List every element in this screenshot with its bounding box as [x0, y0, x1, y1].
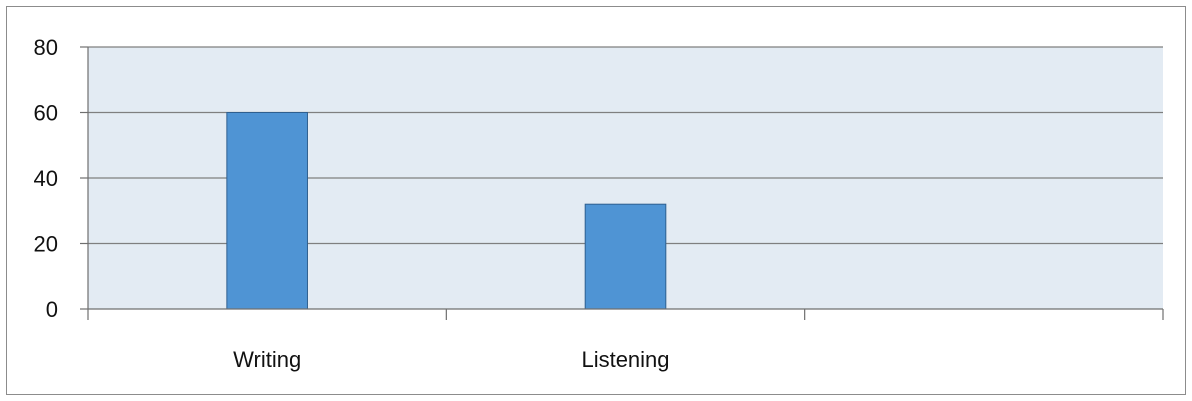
x-tick-label-1: Listening	[581, 347, 669, 372]
y-tick-label-3: 60	[34, 101, 58, 126]
x-tick-label-0: Writing	[233, 347, 301, 372]
y-tick-label-2: 40	[34, 166, 58, 191]
y-tick-labels: 0 20 40 60 80	[34, 35, 58, 322]
x-tick-labels: Writing Listening	[233, 347, 669, 372]
bar-0	[226, 112, 308, 310]
y-tick-label-4: 80	[34, 35, 58, 60]
axes	[80, 46, 1164, 320]
y-tick-label-0: 0	[46, 297, 58, 322]
bar-1	[584, 203, 667, 310]
y-tick-label-1: 20	[34, 232, 58, 257]
bars	[226, 112, 667, 310]
